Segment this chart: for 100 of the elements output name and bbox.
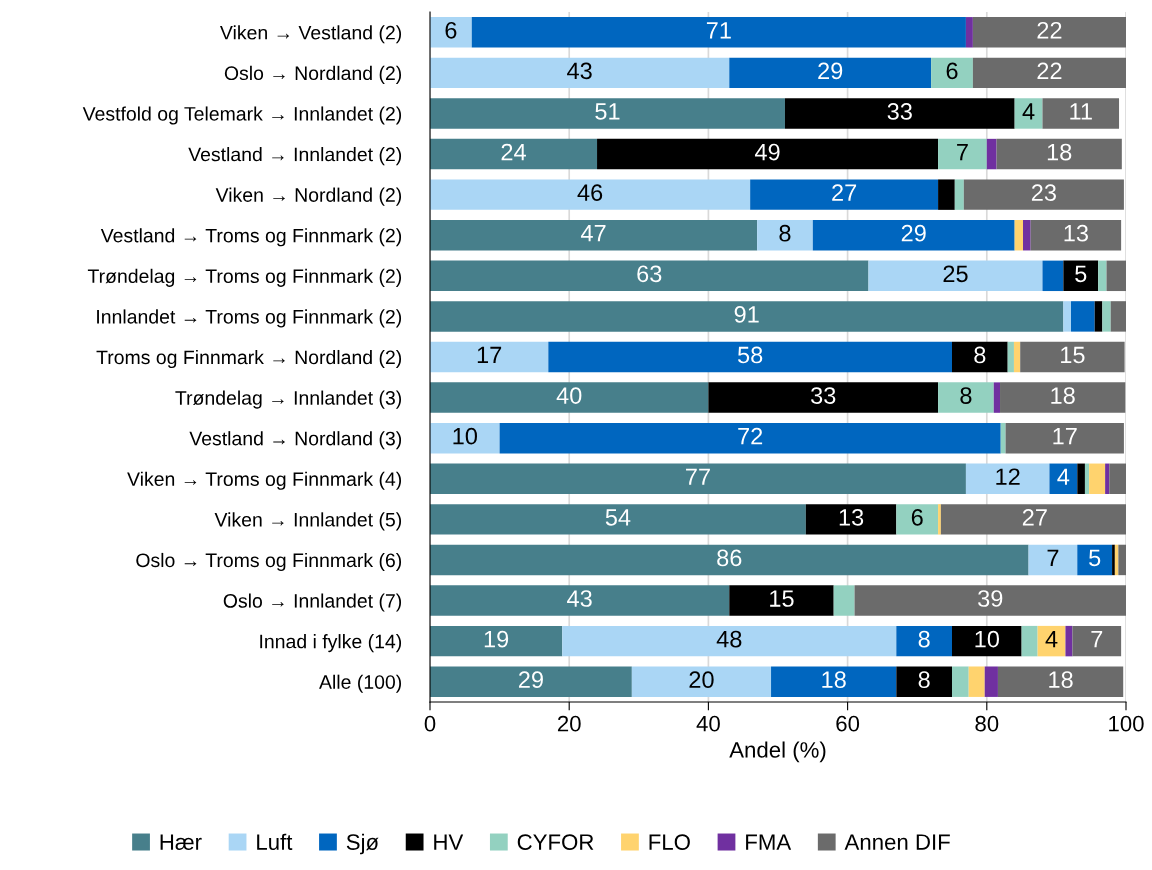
data-label: 8	[779, 224, 791, 242]
data-label: 43	[567, 590, 592, 607]
bar	[812, 220, 1015, 251]
data-label: 15	[770, 590, 794, 607]
bar	[1089, 463, 1106, 494]
bar	[896, 504, 939, 535]
bar	[1028, 544, 1078, 576]
y-tick-label: Vestland → Innlandet (2)	[188, 147, 402, 166]
data-label: 8	[960, 387, 972, 404]
bar	[993, 382, 1001, 413]
x-tick-label: 0	[424, 715, 436, 732]
data-label: 49	[754, 143, 780, 161]
data-label: 6	[911, 508, 923, 526]
bar	[1063, 301, 1072, 332]
data-label: 8	[918, 671, 930, 689]
bar	[1118, 544, 1126, 576]
data-label: 39	[978, 590, 1003, 607]
bar	[430, 17, 472, 48]
bar	[1005, 422, 1124, 454]
bar	[805, 504, 897, 535]
bar	[997, 666, 1124, 697]
bar	[968, 666, 985, 697]
bar	[1077, 463, 1085, 494]
data-label: 7	[957, 143, 968, 161]
bar	[1063, 260, 1099, 292]
data-label: 29	[818, 62, 843, 80]
data-label: 17	[1053, 428, 1077, 445]
bar	[430, 220, 758, 251]
bar	[430, 463, 966, 494]
bar	[896, 625, 952, 657]
bar	[1077, 544, 1113, 576]
bar	[430, 544, 1029, 576]
x-tick-label: 40	[696, 715, 720, 732]
data-label: 48	[716, 630, 742, 648]
legend-label: FMA	[746, 834, 792, 850]
y-tick-label: Troms og Finnmark → Nordland (2)	[96, 349, 402, 369]
data-label: 71	[706, 22, 731, 39]
bar	[896, 666, 952, 697]
bar	[938, 504, 941, 535]
bar	[784, 98, 1015, 129]
x-tick-label: 60	[836, 715, 860, 732]
bar	[1102, 301, 1111, 332]
data-label: 8	[918, 630, 930, 648]
bar	[868, 260, 1043, 292]
data-label: 72	[738, 427, 763, 445]
data-label: 17	[477, 346, 502, 364]
y-tick-label: Oslo → Nordland (2)	[224, 65, 402, 84]
y-tick-label: Trøndelag → Innlandet (3)	[175, 390, 402, 409]
data-label: 22	[1037, 62, 1062, 79]
y-tick-label: Alle (100)	[319, 674, 402, 693]
bar	[938, 179, 955, 210]
x-tick-label: 100	[1109, 715, 1144, 732]
bar	[984, 666, 998, 697]
legend-label: Sjø	[346, 833, 379, 855]
data-label: 19	[484, 630, 509, 648]
data-label: 5	[1075, 265, 1087, 283]
data-label: 27	[832, 184, 857, 201]
data-label: 46	[577, 184, 603, 201]
bar	[1071, 301, 1095, 332]
bar	[430, 585, 730, 616]
data-label: 18	[1051, 387, 1075, 404]
data-label: 10	[975, 630, 1000, 648]
bar	[729, 585, 834, 616]
y-tick-label: Viken → Troms og Finnmark (4)	[127, 471, 402, 490]
bar	[1021, 625, 1038, 657]
data-label: 33	[887, 103, 912, 120]
y-tick-label: Vestland → Nordland (3)	[189, 431, 402, 450]
bar	[996, 138, 1122, 170]
bar	[548, 341, 952, 373]
bar	[597, 138, 939, 170]
bar	[1106, 260, 1126, 292]
legend-label: Annen DIF	[844, 834, 950, 850]
bar	[1098, 260, 1107, 292]
data-label: 43	[567, 62, 592, 80]
bar	[1065, 625, 1073, 657]
y-tick-label: Oslo → Innlandet (7)	[223, 593, 402, 612]
bar	[430, 179, 751, 210]
data-label: 25	[943, 265, 968, 283]
bar	[1042, 98, 1120, 129]
bar	[1094, 301, 1103, 332]
bar	[938, 138, 987, 170]
bar	[430, 138, 598, 170]
bar	[972, 17, 1126, 48]
bar	[952, 625, 1022, 657]
bar	[430, 98, 785, 129]
data-label: 29	[518, 671, 543, 689]
x-tick-label: 80	[975, 715, 999, 732]
bar	[1049, 463, 1078, 494]
data-label: 7	[1047, 549, 1059, 567]
bar	[1072, 625, 1122, 657]
bar	[771, 666, 897, 697]
bar	[952, 666, 969, 697]
bar	[430, 260, 869, 292]
bar	[631, 666, 772, 697]
bar	[430, 301, 1064, 332]
data-label: 4	[1057, 468, 1070, 485]
bar	[931, 57, 973, 89]
bar	[1105, 463, 1110, 494]
bar	[430, 504, 806, 535]
bar	[1112, 544, 1115, 576]
